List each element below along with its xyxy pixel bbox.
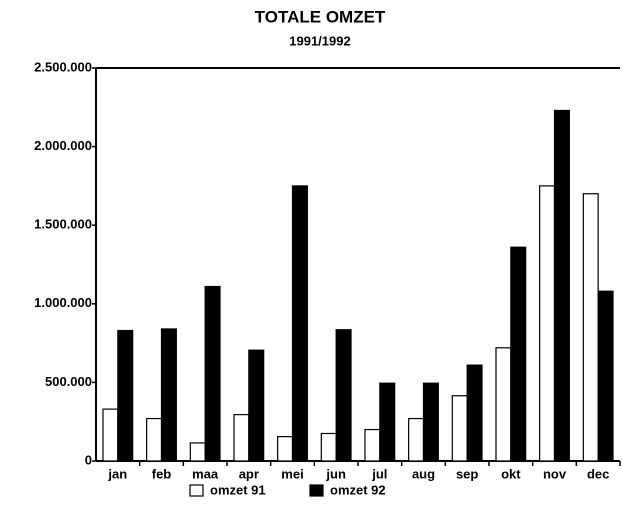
bar bbox=[117, 329, 134, 462]
chart-title: TOTALE OMZET bbox=[255, 7, 386, 26]
bar bbox=[422, 382, 439, 462]
x-tick-label: okt bbox=[501, 466, 521, 481]
bar bbox=[189, 442, 206, 462]
legend-swatch bbox=[189, 484, 204, 497]
y-tick-label: 0 bbox=[85, 452, 92, 467]
y-tick-label: 1.500.000 bbox=[34, 217, 92, 232]
x-tick-label: feb bbox=[152, 466, 172, 481]
bar bbox=[495, 347, 512, 462]
bar bbox=[160, 328, 177, 462]
bar bbox=[408, 417, 425, 462]
x-tick-label: aug bbox=[412, 466, 435, 481]
x-tick-label: mei bbox=[281, 466, 303, 481]
bar bbox=[379, 382, 396, 462]
bar bbox=[335, 329, 352, 462]
bar bbox=[277, 436, 294, 462]
y-tick-label: 2.500.000 bbox=[34, 59, 92, 74]
legend-label: omzet 91 bbox=[210, 482, 266, 497]
legend-label: omzet 92 bbox=[330, 482, 386, 497]
bar bbox=[466, 364, 483, 462]
y-tick-label: 1.000.000 bbox=[34, 295, 92, 310]
bar bbox=[510, 246, 527, 462]
x-tick-label: apr bbox=[239, 466, 259, 481]
y-tick-label: 2.000.000 bbox=[34, 138, 92, 153]
chart-subtitle: 1991/1992 bbox=[289, 33, 350, 48]
bar bbox=[146, 417, 163, 462]
x-tick-label: maa bbox=[192, 466, 219, 481]
y-tick-label: 500.000 bbox=[45, 374, 92, 389]
bar bbox=[597, 290, 614, 462]
bar bbox=[248, 349, 265, 462]
bar bbox=[582, 193, 599, 462]
x-tick-label: sep bbox=[456, 466, 478, 481]
bar bbox=[102, 408, 119, 462]
bar bbox=[553, 109, 570, 462]
x-tick-label: dec bbox=[587, 466, 609, 481]
bar bbox=[364, 428, 381, 462]
bar bbox=[320, 432, 337, 462]
bar bbox=[451, 395, 468, 462]
x-tick-label: jan bbox=[107, 466, 127, 481]
bar bbox=[291, 185, 308, 462]
x-tick-label: nov bbox=[543, 466, 567, 481]
legend-swatch bbox=[309, 484, 324, 497]
x-tick-label: jun bbox=[325, 466, 346, 481]
bar bbox=[233, 414, 250, 462]
bar bbox=[204, 285, 221, 462]
bar bbox=[539, 185, 556, 462]
x-tick-label: jul bbox=[371, 466, 387, 481]
